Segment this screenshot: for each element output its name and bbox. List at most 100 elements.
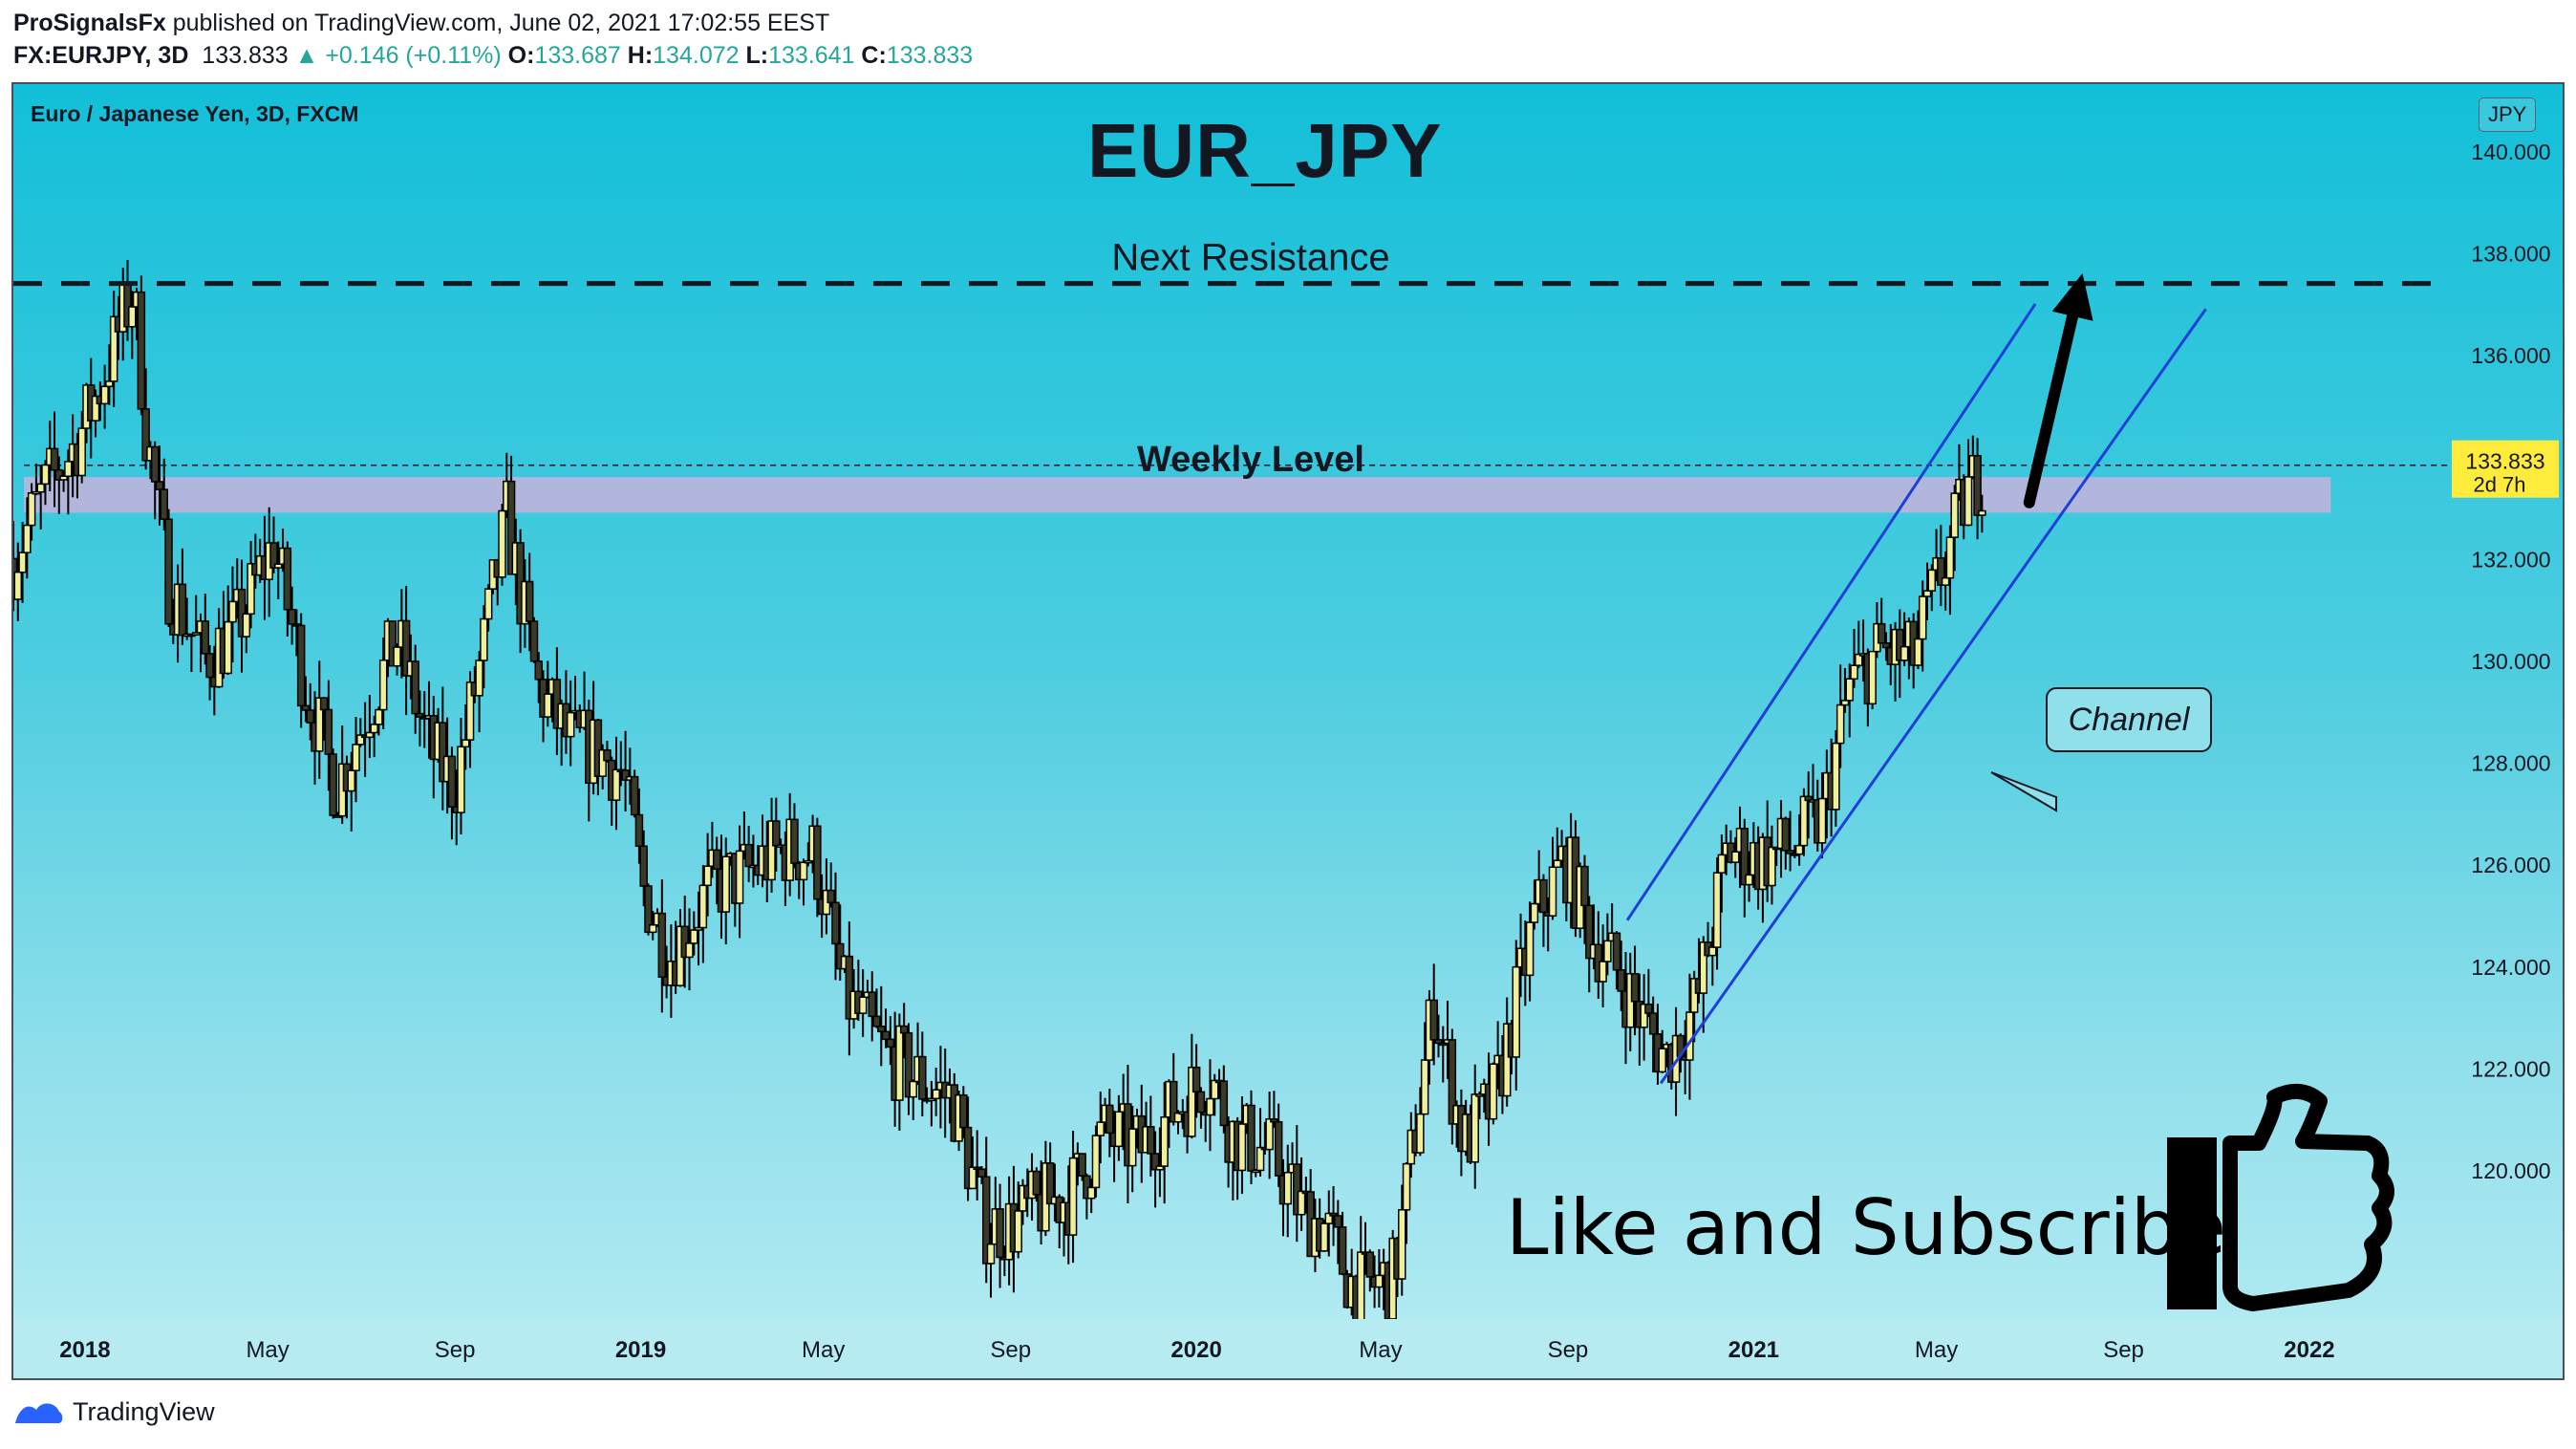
y-tick-label: 132.000 <box>2471 547 2550 572</box>
candle-body <box>247 563 255 616</box>
candle-body <box>18 551 27 573</box>
candle-body <box>927 1097 936 1102</box>
change-text: ▲ +0.146 (+0.11%) <box>294 42 502 69</box>
candle-body <box>1877 622 1886 644</box>
candle-body <box>411 660 419 715</box>
candle-body <box>13 571 23 600</box>
candle-body <box>178 583 187 637</box>
candle-body <box>54 468 64 481</box>
x-tick-label: 2020 <box>1170 1337 1221 1363</box>
candle-body <box>1599 961 1607 983</box>
candle-body <box>566 711 575 738</box>
candle-body <box>1640 1003 1648 1028</box>
candle-body <box>1155 1165 1165 1171</box>
candle-body <box>1196 1091 1206 1114</box>
candle-body <box>100 385 109 405</box>
candle-body <box>1584 904 1594 960</box>
candle-body <box>393 646 401 667</box>
candle-body <box>1237 1123 1247 1172</box>
candle-body <box>598 748 607 777</box>
candle-body <box>1448 1039 1457 1125</box>
candle-body <box>1539 878 1548 914</box>
candle-body <box>59 475 68 481</box>
candle-body <box>1283 1171 1292 1205</box>
candle-body <box>498 509 506 578</box>
candle-body <box>973 1166 981 1170</box>
y-tick-label: 130.000 <box>2471 649 2550 674</box>
candle-body <box>36 483 45 493</box>
candle-body <box>1324 1212 1334 1224</box>
symbol-description: Euro / Japanese Yen, 3D, FXCM <box>31 101 359 126</box>
candle-body <box>612 768 621 801</box>
weekly-level-label: Weekly Level <box>1137 440 1364 480</box>
chart-title: EUR_JPY <box>1087 108 1443 193</box>
candle-body <box>1845 678 1854 702</box>
candle-body <box>1794 844 1804 855</box>
candle-body <box>1329 1212 1338 1217</box>
weekly-level-zone <box>24 477 2331 513</box>
x-tick-label: Sep <box>2103 1337 2144 1363</box>
candle-body <box>1799 795 1809 847</box>
candle-body <box>1804 795 1813 802</box>
candle-body <box>649 923 657 934</box>
candle-body <box>141 408 150 462</box>
thumb-cuff <box>2167 1137 2217 1309</box>
candle-body <box>306 709 314 724</box>
candle-body <box>1786 850 1794 854</box>
candle-body <box>150 445 160 483</box>
candle-body <box>886 1038 895 1049</box>
price-chart[interactable]: Next Resistance Weekly Level Channel Like a… <box>13 84 2565 1380</box>
candle-body <box>1320 1222 1329 1252</box>
candle-body <box>164 518 173 625</box>
candle-body <box>1973 455 1982 516</box>
candle-body <box>1689 978 1699 1013</box>
resistance-label: Next Resistance <box>1111 237 1389 279</box>
candle-body <box>109 315 118 382</box>
candle-body <box>1850 664 1858 681</box>
candle-body <box>1397 1209 1406 1280</box>
candle-body <box>1922 590 1932 597</box>
y-tick-label: 126.000 <box>2471 853 2550 877</box>
candle-body <box>347 769 356 792</box>
candle-body <box>1475 1093 1484 1097</box>
candle-body <box>201 620 210 655</box>
chart-pane[interactable]: Next Resistance Weekly Level Channel Like a… <box>11 82 2565 1380</box>
candle-body <box>128 306 137 328</box>
candle-body <box>378 660 388 711</box>
y-tick-label: 128.000 <box>2471 751 2550 776</box>
candle-body <box>630 775 639 816</box>
candle-body <box>160 488 169 520</box>
candle-body <box>329 753 337 816</box>
author-name[interactable]: ProSignalsFx <box>13 10 166 36</box>
candle-body <box>319 697 329 711</box>
currency-button[interactable]: JPY <box>2479 97 2537 132</box>
candle-body <box>1429 999 1438 1041</box>
candle-body <box>1252 1169 1260 1174</box>
candle-body <box>1045 1162 1055 1205</box>
candle-body <box>1416 1113 1425 1154</box>
publish-info: ProSignalsFx published on TradingView.co… <box>13 6 829 40</box>
candle-body <box>1553 859 1562 869</box>
high-value: 134.072 <box>653 42 740 69</box>
candle-body <box>1247 1104 1256 1172</box>
last-price-text: 133.833 <box>202 42 289 69</box>
candle-body <box>1256 1146 1265 1172</box>
candle-body <box>1648 1012 1658 1035</box>
candle-body <box>1840 700 1850 706</box>
candle-body <box>1068 1157 1078 1236</box>
candle-body <box>1334 1215 1342 1228</box>
candle-body <box>744 843 753 868</box>
candle-body <box>269 542 278 569</box>
candle-body <box>1712 872 1722 948</box>
up-arrow-head <box>2051 272 2093 321</box>
candle-body <box>831 901 840 945</box>
candle-body <box>1014 1210 1022 1253</box>
candle-body <box>228 600 237 623</box>
candle-body <box>868 991 876 1018</box>
candle-body <box>895 1025 904 1101</box>
candle-body <box>981 1176 991 1265</box>
tradingview-brand[interactable]: TradingView <box>13 1397 215 1427</box>
candle-body <box>416 712 424 718</box>
candle-body <box>1914 638 1922 666</box>
candle-body <box>352 744 360 771</box>
